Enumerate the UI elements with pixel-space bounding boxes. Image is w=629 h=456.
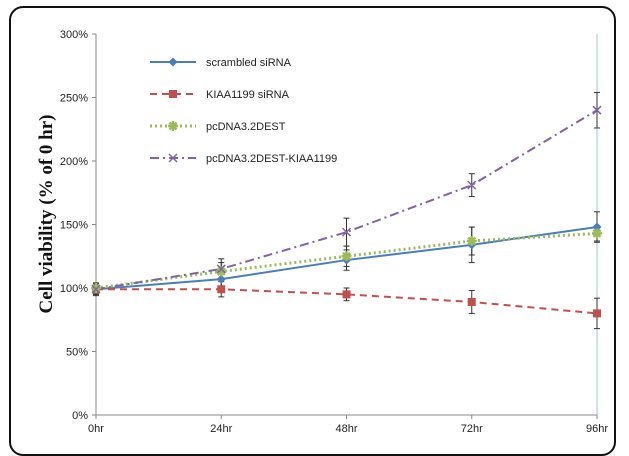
y-tick-label: 200% — [60, 156, 88, 168]
legend-label: pcDNA3.2DEST-KIAA1199 — [206, 153, 337, 165]
marker-stroke — [467, 180, 477, 190]
marker-stroke — [342, 251, 351, 261]
y-tick-label: 0% — [72, 410, 88, 422]
x-tick-label: 48hr — [335, 423, 357, 435]
axes: 0% 50% 100% 150% 200% 250% 300% 0hr 24hr 48hr 72hr… — [60, 29, 608, 435]
x-tick-label: 24hr — [210, 423, 232, 435]
data-point-marker — [466, 236, 477, 247]
marker-stroke — [467, 236, 477, 246]
y-tick-label: 300% — [60, 29, 88, 41]
data-point-marker — [169, 90, 177, 98]
data-point-marker — [592, 228, 602, 239]
legend-entry: KIAA1199 siRNA — [150, 89, 290, 101]
data-point-marker — [168, 57, 178, 67]
x-tick-label: 0hr — [88, 423, 104, 435]
y-tick-label: 150% — [60, 220, 88, 232]
chart-frame — [9, 6, 616, 456]
y-axis-label: Cell viability (% of 0 hr) — [36, 115, 57, 314]
data-point-marker — [91, 283, 101, 293]
data-point-marker — [467, 297, 476, 306]
data-point-marker — [168, 153, 178, 163]
data-point-marker — [341, 227, 352, 237]
data-point-marker — [467, 180, 477, 190]
data-point-marker — [341, 251, 352, 262]
series-markers — [91, 105, 602, 318]
marker-stroke — [168, 121, 178, 131]
chart-plot: Cell viability (% of 0 hr) 0% 50% 100% 150%… — [36, 29, 608, 435]
y-tick-label: 100% — [60, 283, 88, 295]
marker-stroke — [592, 105, 602, 115]
marker-stroke — [216, 264, 226, 274]
legend-entry: scrambled siRNA — [150, 57, 292, 69]
x-tick-label: 96hr — [586, 423, 608, 435]
marker-stroke — [341, 227, 352, 237]
legend-label: scrambled siRNA — [206, 57, 292, 69]
x-tick-label: 72hr — [461, 423, 483, 435]
data-point-marker — [216, 274, 226, 284]
y-tick-label: 250% — [60, 93, 88, 105]
data-point-marker — [592, 105, 602, 115]
marker-stroke — [216, 267, 226, 276]
legend-label: KIAA1199 siRNA — [206, 89, 290, 101]
data-point-marker — [217, 285, 226, 294]
data-point-marker — [592, 222, 602, 232]
data-point-marker — [342, 290, 351, 299]
legend-entry: pcDNA3.2DEST-KIAA1199 — [150, 153, 337, 165]
marker-stroke — [91, 283, 101, 293]
series-line — [95, 109, 598, 291]
data-point-marker — [593, 309, 601, 318]
y-tick-label: 50% — [66, 347, 88, 359]
legend-label: pcDNA3.2DEST — [206, 121, 286, 133]
legend: scrambled siRNA KIAA1199 siRNA pcDNA3.2DES… — [150, 57, 337, 165]
marker-stroke — [168, 153, 178, 163]
data-point-marker — [216, 264, 226, 274]
marker-stroke — [592, 228, 602, 238]
marker-stroke — [91, 284, 101, 294]
legend-entry: pcDNA3.2DEST — [150, 121, 286, 133]
series-lines — [95, 109, 598, 315]
series-line — [95, 231, 598, 290]
data-point-marker — [168, 121, 178, 131]
data-point-marker — [91, 284, 101, 294]
